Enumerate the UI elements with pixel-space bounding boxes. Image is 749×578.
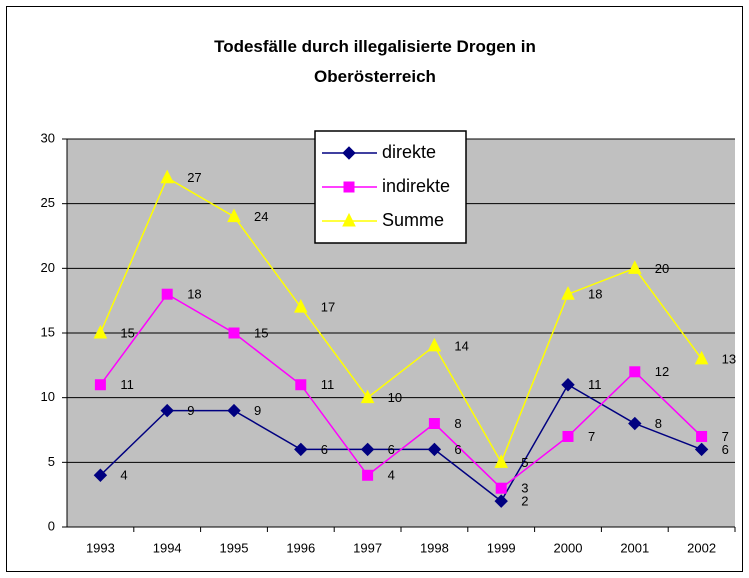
chart-title: Todesfälle durch illegalisierte Drogen i…: [214, 37, 536, 86]
marker: [694, 350, 709, 365]
data-label: 9: [187, 403, 194, 418]
x-tick-label: 1997: [353, 540, 382, 555]
data-label: 7: [722, 429, 729, 444]
marker: [160, 403, 174, 418]
data-label: 13: [722, 351, 736, 366]
data-label: 3: [521, 481, 528, 496]
marker: [562, 430, 574, 442]
marker: [561, 286, 575, 300]
data-label: 24: [254, 209, 268, 224]
x-tick-label: 1993: [86, 540, 115, 555]
y-tick-label: 20: [41, 260, 55, 275]
x-tick-label: 2000: [554, 540, 583, 555]
data-label: 7: [588, 429, 595, 444]
legend-label: indirekte: [382, 176, 450, 196]
x-tick-label: 1995: [220, 540, 249, 555]
marker: [696, 430, 708, 442]
marker: [342, 212, 356, 227]
series-line: [99, 293, 703, 490]
data-label: 6: [722, 442, 729, 457]
data-label: 6: [321, 442, 328, 457]
data-label: 15: [120, 325, 134, 340]
data-label: 8: [655, 416, 662, 431]
marker: [561, 378, 575, 392]
series-line: [99, 176, 703, 465]
data-label: 11: [588, 377, 602, 392]
marker: [227, 403, 241, 418]
x-tick-label: 1994: [153, 540, 182, 555]
marker: [428, 418, 440, 430]
data-label: 12: [655, 364, 669, 379]
marker: [343, 181, 355, 193]
data-label: 5: [521, 455, 528, 470]
marker: [228, 327, 240, 339]
marker: [427, 337, 442, 352]
marker: [294, 442, 308, 457]
data-label: 9: [254, 403, 261, 418]
y-tick-label: 0: [48, 518, 55, 533]
x-tick-label: 2002: [687, 540, 716, 555]
marker: [494, 494, 508, 508]
data-label: 17: [321, 300, 335, 315]
marker: [293, 299, 308, 313]
marker: [227, 208, 241, 223]
data-label: 8: [454, 416, 461, 431]
legend-label: Summe: [382, 210, 444, 230]
marker: [629, 366, 641, 378]
data-label: 6: [454, 442, 461, 457]
data-label: 18: [187, 287, 201, 302]
legend-label: direkte: [382, 142, 436, 162]
marker: [160, 169, 175, 184]
data-label: 4: [388, 468, 395, 483]
marker: [295, 379, 307, 391]
data-label: 6: [388, 442, 395, 457]
marker: [161, 288, 173, 300]
marker: [360, 442, 375, 457]
data-label: 27: [187, 170, 201, 185]
data-label: 4: [120, 468, 127, 483]
data-label: 11: [120, 377, 133, 392]
x-tick-label: 1999: [487, 540, 516, 555]
y-tick-label: 30: [41, 130, 55, 145]
data-label: 20: [655, 261, 669, 276]
data-label: 10: [388, 390, 402, 405]
marker: [93, 324, 108, 339]
x-tick-label: 2001: [620, 540, 649, 555]
marker: [627, 260, 642, 274]
marker: [360, 389, 375, 404]
marker: [495, 482, 507, 494]
y-tick-label: 25: [41, 195, 55, 210]
data-label: 15: [254, 325, 268, 340]
marker: [93, 468, 108, 482]
marker: [494, 454, 509, 468]
data-label: 11: [321, 377, 335, 392]
y-tick-label: 15: [41, 324, 55, 339]
data-label: 18: [588, 287, 602, 302]
marker: [628, 416, 642, 431]
marker: [362, 469, 374, 481]
data-label: 2: [521, 494, 528, 509]
marker: [427, 442, 442, 457]
data-label: 14: [454, 338, 468, 353]
y-tick-label: 10: [41, 389, 55, 404]
marker: [694, 442, 709, 457]
x-tick-label: 1998: [420, 540, 449, 555]
y-tick-label: 5: [48, 454, 55, 469]
marker: [342, 146, 356, 160]
x-tick-label: 1996: [286, 540, 315, 555]
marker: [94, 379, 106, 391]
